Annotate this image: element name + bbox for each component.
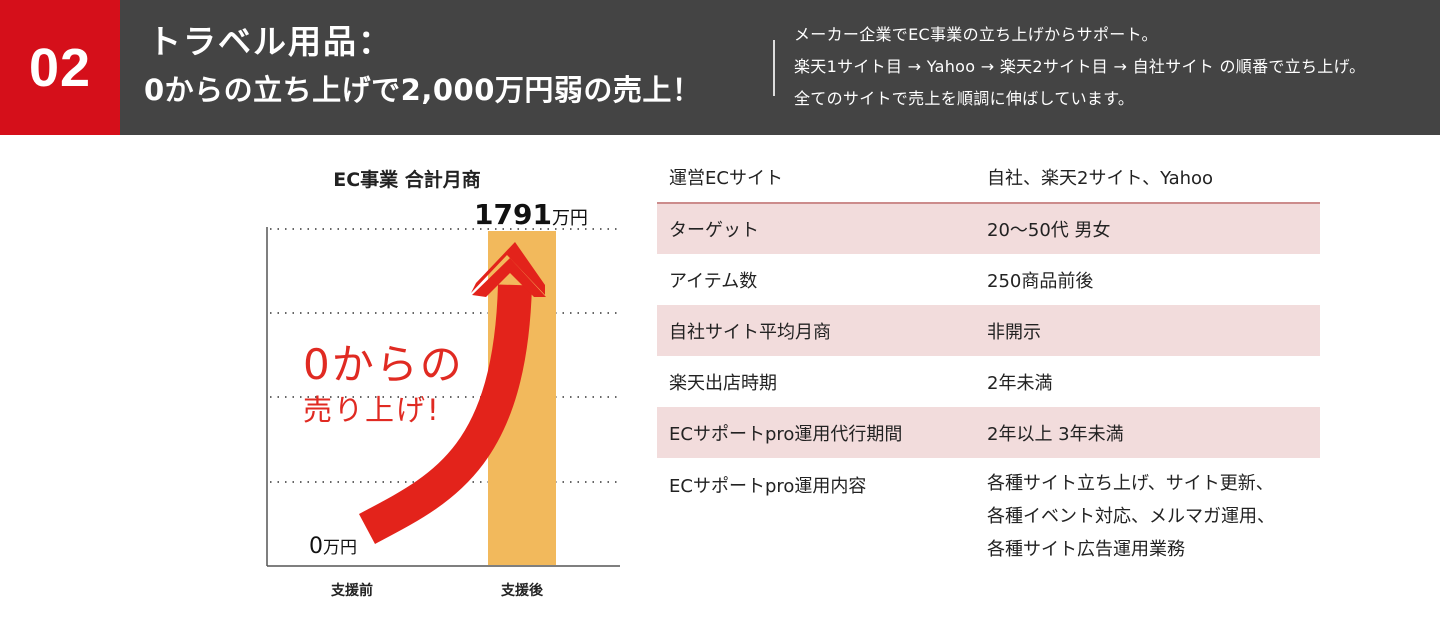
row-value-line: 各種イベント対応、メルマガ運用、 [987, 506, 1275, 527]
row-value: 2年未満 [987, 372, 1053, 394]
row-key: 楽天出店時期 [669, 372, 777, 394]
growth-arrow-body [358, 284, 532, 544]
header-divider [773, 40, 775, 96]
row-value-line: 各種サイト立ち上げ、サイト更新、 [987, 473, 1274, 494]
table-row: 自社サイト平均月商 非開示 [657, 305, 1320, 356]
x-tick-before: 支援前 [331, 583, 373, 599]
row-value-line: 各種サイト広告運用業務 [987, 539, 1185, 560]
sales-chart: EC事業 合計月商 1800万円 1350万円 900万円 450万円 0万円 … [0, 135, 640, 630]
row-value: 各種サイト立ち上げ、サイト更新、 各種イベント対応、メルマガ運用、 各種サイト広… [975, 458, 1320, 566]
chart-plot [266, 227, 620, 567]
table-row: アイテム数 250商品前後 [657, 254, 1320, 305]
page-title: トラベル用品： 0からの立ち上げで2,000万円弱の売上！ [144, 18, 701, 114]
bar-value-label: 1791万円 [474, 198, 588, 231]
description-line: メーカー企業でEC事業の立ち上げからサポート。 [794, 25, 1158, 44]
row-value: 非開示 [975, 305, 1320, 356]
table-row: ECサポートpro運用代行期間 2年以上 3年未満 [657, 407, 1320, 458]
row-value: 自社、楽天2サイト、Yahoo [975, 152, 1320, 204]
description-line: 全てのサイトで売上を順調に伸ばしています。 [794, 89, 1135, 108]
row-value: 20〜50代 男女 [975, 203, 1320, 254]
case-info-table: 運営ECサイト 自社、楽天2サイト、Yahoo ターゲット 20〜50代 男女 … [657, 152, 1320, 566]
title-line-1: トラベル用品： [148, 22, 393, 61]
title-line-2: 0からの立ち上げで2,000万円弱の売上！ [144, 73, 702, 107]
callout-line-1: 0からの [303, 340, 464, 389]
table-row: 運営ECサイト 自社、楽天2サイト、Yahoo [657, 152, 1320, 204]
table-row: 楽天出店時期 2年未満 [657, 356, 1320, 407]
callout-text: 0からの 売り上げ! [303, 340, 464, 430]
callout-line-2: 売り上げ! [303, 393, 441, 427]
row-key: ECサポートpro運用内容 [669, 476, 867, 497]
x-tick-after: 支援後 [501, 583, 543, 599]
row-key: ターゲット [657, 203, 975, 254]
chart-title: EC事業 合計月商 [333, 169, 481, 191]
row-value: 2年以上 3年未満 [975, 407, 1320, 458]
table-row: ECサポートpro運用内容 各種サイト立ち上げ、サイト更新、 各種イベント対応、… [657, 458, 1320, 566]
case-number-badge: 02 [0, 0, 120, 135]
header-banner: 02 トラベル用品： 0からの立ち上げで2,000万円弱の売上！ メーカー企業で… [0, 0, 1440, 135]
row-key: 運営ECサイト [657, 152, 975, 204]
row-value: 250商品前後 [987, 270, 1094, 292]
row-key: アイテム数 [669, 270, 758, 292]
growth-arrow-head [471, 242, 545, 295]
zero-value-label: 0万円 [309, 534, 357, 559]
row-key: 自社サイト平均月商 [657, 305, 975, 356]
table-row: ターゲット 20〜50代 男女 [657, 203, 1320, 254]
row-key: ECサポートpro運用代行期間 [657, 407, 975, 458]
header-description: メーカー企業でEC事業の立ち上げからサポート。 楽天1サイト目 → Yahoo … [794, 19, 1365, 115]
description-line: 楽天1サイト目 → Yahoo → 楽天2サイト目 → 自社サイト の順番で立ち… [794, 57, 1366, 76]
